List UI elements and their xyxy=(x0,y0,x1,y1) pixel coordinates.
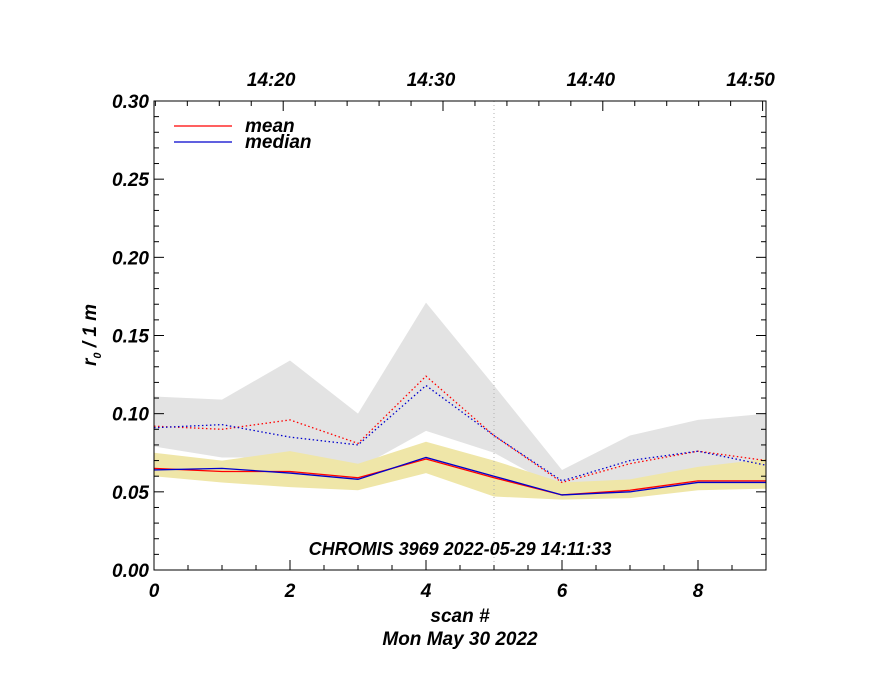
x-tick-label: 6 xyxy=(557,581,568,602)
top-tick-label: 14:50 xyxy=(726,70,775,91)
y-tick-label: 0.10 xyxy=(112,405,149,426)
series-line-0 xyxy=(153,458,766,496)
band-gray-range xyxy=(154,302,766,491)
x-tick-label: 0 xyxy=(149,581,160,602)
y-tick-label: 0.00 xyxy=(112,561,149,582)
top-tick-label: 14:40 xyxy=(566,70,615,91)
y-tick-label: 0.15 xyxy=(112,327,149,348)
top-tick-label: 14:20 xyxy=(247,70,296,91)
plot-frame xyxy=(153,100,767,571)
date-label: Mon May 30 2022 xyxy=(382,629,538,650)
x-tick-label: 4 xyxy=(420,581,432,602)
y-tick-label: 0.05 xyxy=(112,483,149,504)
y-tick-label: 0.30 xyxy=(112,92,149,113)
y-tick-label: 0.25 xyxy=(112,170,149,191)
ticks-layer: 0.00 0.05 0.10 0.15 0.20 0.25 0.30 0 2 4 6 8 14:20 14… xyxy=(112,70,775,602)
series-line-2 xyxy=(153,375,767,484)
legend-label-mean: mean xyxy=(245,116,295,137)
y-tick-label: 0.20 xyxy=(112,248,149,269)
x-tick-label: 8 xyxy=(693,581,704,602)
band-yellow-range xyxy=(154,441,766,500)
bands-layer xyxy=(154,302,766,500)
lines-layer xyxy=(153,375,767,496)
x-axis-label: scan # xyxy=(430,606,490,627)
y-axis-label-sub: 0 xyxy=(92,352,104,359)
y-axis-label-main: r xyxy=(80,357,101,366)
top-tick-label: 14:30 xyxy=(407,70,456,91)
series-line-1 xyxy=(153,456,766,496)
x-tick-label: 2 xyxy=(284,581,296,602)
chart-title: CHROMIS 3969 2022-05-29 14:11:33 xyxy=(309,539,612,559)
y-axis-label-rest: / 1 m xyxy=(80,304,101,353)
legend-label-median: median xyxy=(245,132,312,153)
y-axis-label: r0 / 1 m xyxy=(80,304,104,366)
